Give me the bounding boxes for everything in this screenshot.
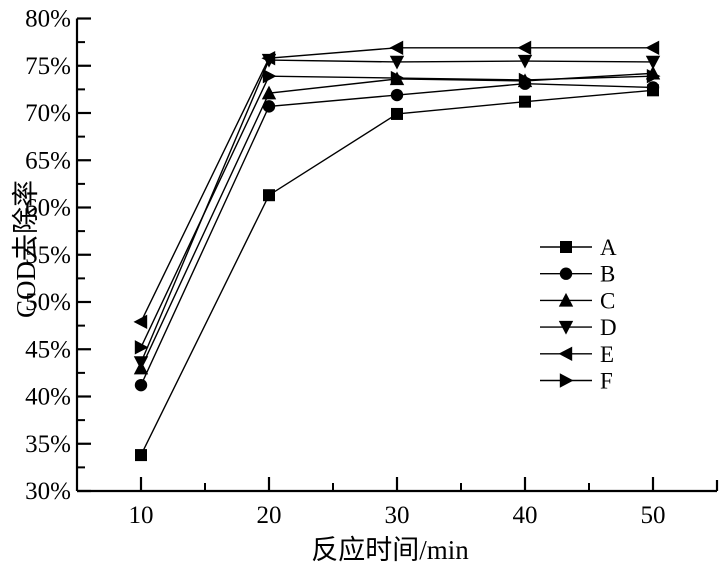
series-E-point-10min xyxy=(133,314,148,330)
legend-square-icon xyxy=(560,241,572,253)
y-tick-label: 70% xyxy=(25,100,71,127)
series-D-point-50min xyxy=(645,55,661,70)
x-tick-label: 50 xyxy=(641,502,666,529)
legend-label-D: D xyxy=(600,315,617,340)
y-tick-label: 35% xyxy=(25,431,71,458)
series-A-point-10min xyxy=(135,449,147,462)
legend-label-C: C xyxy=(600,288,615,313)
series-F-point-10min xyxy=(134,340,149,355)
legend-label-F: F xyxy=(600,369,613,394)
legend-label-A: A xyxy=(600,235,617,260)
series-D-point-40min xyxy=(517,54,533,69)
legend-entry-A: A xyxy=(540,235,617,260)
legend-triangle-down-icon xyxy=(558,320,574,335)
x-tick-label: 40 xyxy=(513,502,538,529)
x-tick-label: 10 xyxy=(129,502,154,529)
legend-entry-B: B xyxy=(540,262,615,287)
legend-entry-E: E xyxy=(540,342,614,367)
legend-triangle-left-icon xyxy=(558,346,573,361)
series-A-point-40min xyxy=(519,95,531,108)
x-tick-label: 30 xyxy=(385,502,410,529)
series-B-point-30min xyxy=(390,88,404,102)
series-B-line xyxy=(140,83,654,386)
series-F-point-20min xyxy=(262,68,277,84)
axes: 10 20 30 40 50 30% 35% 40% 45% 50% 55% 60% 65% 70% 75%… xyxy=(25,6,719,529)
series-E-point-30min xyxy=(389,40,404,55)
y-tick-label: 75% xyxy=(25,53,71,80)
legend-triangle-up-icon xyxy=(558,292,574,307)
series-E-point-40min xyxy=(517,40,532,55)
y-tick-label: 30% xyxy=(25,478,71,505)
series-F-point-50min xyxy=(646,68,661,84)
legend-label-E: E xyxy=(600,342,614,367)
series-B-point-20min xyxy=(262,100,276,113)
x-tick-label: 20 xyxy=(257,502,282,529)
series-A-line xyxy=(140,89,654,456)
series-D-point-30min xyxy=(389,55,405,70)
y-tick-label: 80% xyxy=(25,6,71,33)
legend-circle-icon xyxy=(559,267,573,280)
series-F-point-30min xyxy=(390,70,405,86)
legend-label-B: B xyxy=(600,262,615,287)
series-A-point-20min xyxy=(263,189,275,202)
series-markers xyxy=(133,40,661,462)
series-E-point-20min xyxy=(261,50,276,66)
legend-entry-C: C xyxy=(540,288,615,313)
legend-entry-F: F xyxy=(540,369,613,394)
series-D-line xyxy=(140,59,654,363)
series-D-point-10min xyxy=(133,356,149,370)
y-tick-label: 55% xyxy=(25,242,71,269)
series-F-point-40min xyxy=(518,72,533,88)
y-tick-label: 65% xyxy=(25,147,71,174)
legend-entry-D: D xyxy=(540,315,617,340)
series-E-point-50min xyxy=(645,40,660,55)
y-tick-label: 40% xyxy=(25,384,71,411)
y-tick-label: 60% xyxy=(25,195,71,222)
series-B-point-10min xyxy=(134,378,148,392)
y-tick-label: 50% xyxy=(25,289,71,316)
series-C-point-20min xyxy=(261,85,277,100)
legend-triangle-right-icon xyxy=(559,373,574,388)
series-B-point-50min xyxy=(646,81,660,94)
series-A-point-30min xyxy=(391,107,403,120)
y-tick-label: 45% xyxy=(25,336,71,363)
